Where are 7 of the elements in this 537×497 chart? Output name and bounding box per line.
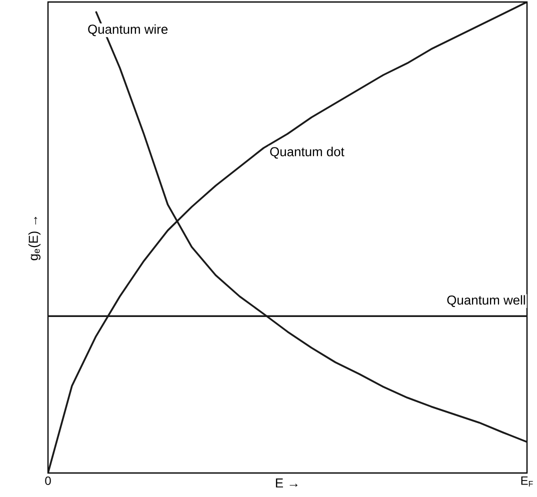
x-axis-title: E → <box>276 478 298 488</box>
y-axis-title: g$_{e}$(E) → <box>28 216 40 260</box>
series-label: Quantum wire <box>88 24 168 36</box>
series-label: Quantum dot <box>270 146 344 159</box>
series-label: Quantum well <box>447 295 525 308</box>
x-tick-label: E$_{F}$ <box>521 476 533 487</box>
x-tick-label: 0 <box>45 476 51 485</box>
